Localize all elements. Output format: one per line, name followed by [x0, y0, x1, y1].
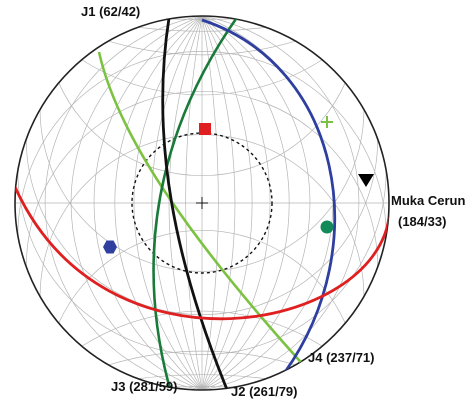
- label-j4: J4 (237/71): [308, 350, 375, 365]
- grid-small-circle: [81, 310, 323, 347]
- grid-small-circle: [25, 139, 379, 316]
- label-j3: J3 (281/59): [111, 379, 178, 394]
- pole-hexagon: [103, 240, 117, 254]
- primitive-circle: [14, 15, 390, 391]
- pole-square: [199, 123, 211, 135]
- grid-small-circle: [25, 90, 379, 267]
- grid-small-circle: [137, 26, 267, 32]
- label-slope-value: (184/33): [398, 214, 446, 229]
- pole-circle: [320, 220, 334, 234]
- friction-cone-circle: [131, 132, 273, 274]
- stereonet-grid: [15, 16, 389, 390]
- pole-triangle: [358, 174, 374, 187]
- grid-small-circle: [108, 350, 296, 366]
- label-j1: J1 (62/42): [81, 4, 140, 19]
- great-circle-j1: [161, 17, 230, 390]
- label-slope-name: Muka Cerun: [391, 193, 465, 208]
- grid-small-circle: [17, 50, 387, 236]
- grid-small-circle: [81, 59, 323, 96]
- center-cross: [196, 197, 208, 209]
- grid-small-circle: [17, 170, 387, 356]
- pole-plus: [321, 116, 333, 128]
- grid-small-circle: [108, 40, 296, 56]
- label-j2: J2 (261/79): [231, 384, 298, 399]
- great-circle-j4: [201, 18, 336, 373]
- great-circle-j2: [152, 16, 240, 390]
- grid-small-circle: [39, 109, 365, 272]
- grid-small-circle: [137, 374, 267, 380]
- great-circle-muka-cerun: [15, 186, 389, 321]
